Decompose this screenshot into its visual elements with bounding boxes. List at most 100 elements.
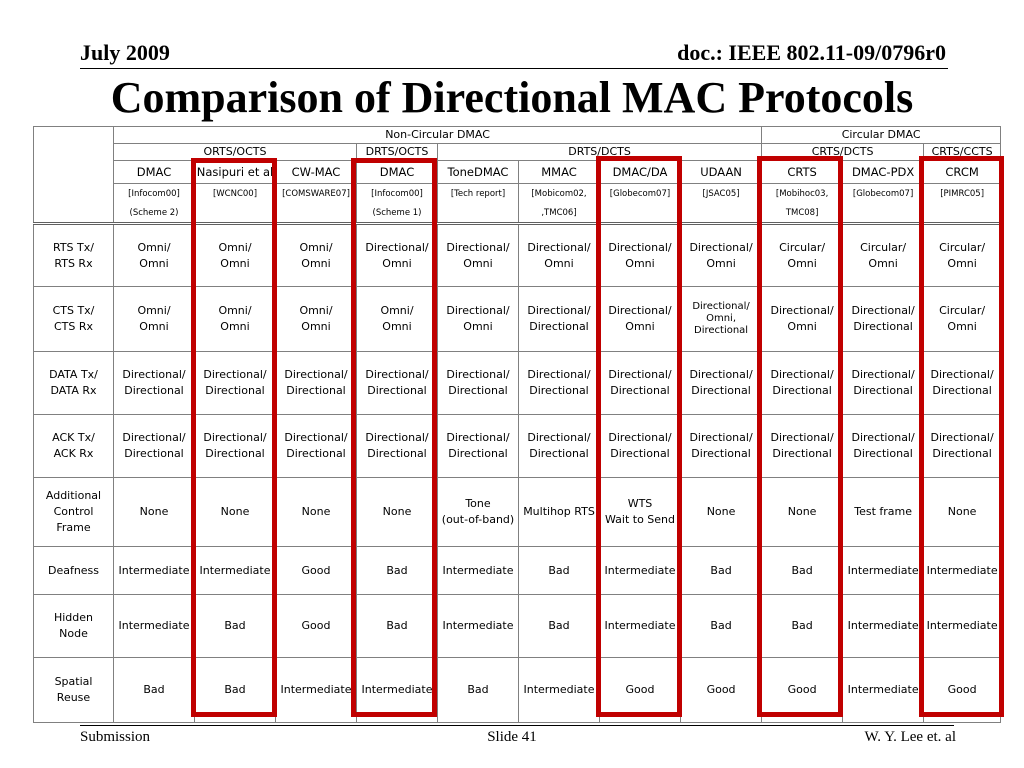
cell-line: Wait to Send	[604, 513, 676, 526]
table-cell: Good	[679, 657, 763, 723]
row-header-line: Node	[59, 627, 88, 640]
cell-line: Omni/	[137, 304, 171, 317]
cell-line: Directional/	[527, 304, 591, 317]
protocol-name: CW-MAC	[275, 160, 357, 184]
table-cell: Circular/Omni	[761, 223, 844, 287]
cell-line: Omni	[220, 320, 250, 333]
cell-line: Directional/	[527, 240, 591, 254]
cell-line: Directional	[853, 447, 913, 460]
protocol-citation: [COMSWARE07]	[275, 183, 357, 203]
table-cell: Directional/Omni	[599, 286, 681, 352]
header-divider	[80, 68, 948, 69]
cell-line: Directional/	[608, 240, 672, 254]
cell-line: Bad	[224, 619, 246, 632]
row-header: RTS Tx/RTS Rx	[33, 223, 114, 287]
protocol-citation: [Tech report]	[437, 183, 519, 203]
group-circular: Circular DMAC	[761, 126, 1002, 144]
table-cell: Intermediate	[113, 546, 195, 595]
table-cell: WTS Wait to Send	[599, 477, 681, 547]
row-header: Hidden Node	[33, 594, 114, 658]
cell-line: Directional	[853, 384, 913, 397]
protocol-citation-extra: ,TMC06]	[518, 203, 600, 225]
row-header-line: Additional	[45, 489, 102, 502]
header-doc-id: doc.: IEEE 802.11-09/0796r0	[677, 40, 946, 65]
cell-line: Bad	[386, 619, 408, 632]
table-cell: Directional/Directional	[518, 351, 600, 415]
cell-line: Directional	[124, 384, 184, 397]
table-cell: Bad	[437, 657, 519, 723]
table-cell: Directional/Directional	[275, 414, 357, 478]
cell-line: Directional/	[689, 240, 753, 254]
table-cell: None	[113, 477, 195, 547]
cell-line: Good	[706, 683, 736, 696]
table-row: Spatial Reuse Bad Bad Intermediate Intermedia…	[33, 657, 1002, 723]
cell-line: Directional	[691, 447, 751, 460]
slide-title: Comparison of Directional MAC Protocols	[110, 73, 914, 122]
cell-line: Good	[787, 683, 817, 696]
cell-line: Directional	[448, 447, 508, 460]
cell-line: Bad	[224, 683, 246, 696]
cell-line: Good	[301, 563, 331, 577]
table-cell: Intermediate	[842, 657, 925, 723]
cell-line: Directional	[529, 447, 589, 460]
table-cell: Intermediate	[518, 657, 600, 723]
table-cell: Directional/Omni	[518, 223, 600, 287]
row-header-line: Deafness	[47, 563, 100, 577]
cell-line: Directional/	[608, 431, 672, 444]
cell-line: Directional/	[851, 368, 915, 381]
table-cell: None	[194, 477, 276, 547]
table-row: Additional Control Frame None None None None To…	[33, 477, 1002, 547]
cell-line: Omni	[868, 256, 898, 270]
table-cell: Bad	[679, 594, 763, 658]
table-cell: Directional/Directional	[923, 351, 1002, 415]
cell-line: None	[947, 505, 977, 518]
cell-line: Omni	[220, 256, 250, 270]
table-cell: Intermediate	[437, 594, 519, 658]
cell-line: Directional/	[446, 304, 510, 317]
table-cell: Test frame	[842, 477, 925, 547]
cell-line: Directional	[853, 320, 913, 333]
table-cell: Omni/Omni	[275, 223, 357, 287]
cell-line: Omni	[301, 256, 331, 270]
table-cell: Intermediate	[437, 546, 519, 595]
comparison-table: Non-Circular DMAC Circular DMAC ORTS/OCT…	[33, 126, 1002, 723]
cell-line: None	[220, 505, 250, 518]
table-cell: Directional/Directional	[679, 414, 763, 478]
protocol-name: DMAC	[113, 160, 195, 184]
cell-line: None	[706, 505, 736, 518]
corner-cell	[33, 126, 114, 225]
cell-line: Bad	[548, 563, 570, 577]
cell-line: Intermediate	[442, 619, 514, 632]
cell-line: WTS	[627, 497, 653, 510]
table-cell: Directional/Directional	[518, 286, 600, 352]
cell-line: Directional	[772, 447, 832, 460]
table-cell: Directional/Directional	[194, 414, 276, 478]
cell-line: Omni/	[299, 240, 333, 254]
table-cell: Omni/Omni	[275, 286, 357, 352]
table-cell: Bad	[113, 657, 195, 723]
cell-line: Directional/	[284, 368, 348, 381]
cell-line: Directional/	[770, 368, 834, 381]
protocol-name: MMAC	[518, 160, 600, 184]
table-cell: Bad	[194, 594, 276, 658]
cell-line: Intermediate	[118, 619, 190, 632]
cell-line: Omni	[787, 320, 817, 333]
cell-line: Directional	[610, 447, 670, 460]
cell-line: Directional/	[851, 304, 915, 317]
cell-line: Directional	[694, 325, 749, 336]
row-header-line: RTS Rx	[54, 256, 93, 270]
cell-line: Directional/	[770, 304, 834, 317]
cell-line: Directional	[932, 384, 992, 397]
cell-line: Omni	[463, 256, 493, 270]
protocol-name: CRTS	[761, 160, 844, 184]
protocol-citation: [Globecom07]	[842, 183, 925, 203]
table-cell: Bad	[761, 546, 844, 595]
cell-line: Intermediate	[442, 563, 514, 577]
table-cell: Directional/Directional	[113, 414, 195, 478]
row-header-line: Reuse	[56, 691, 91, 704]
cell-line: Directional/	[527, 431, 591, 444]
highlight-box-dmac-da	[596, 156, 682, 717]
cell-line: Bad	[791, 563, 813, 577]
cell-line: Directional/	[122, 368, 186, 381]
cell-line: Omni	[463, 320, 493, 333]
